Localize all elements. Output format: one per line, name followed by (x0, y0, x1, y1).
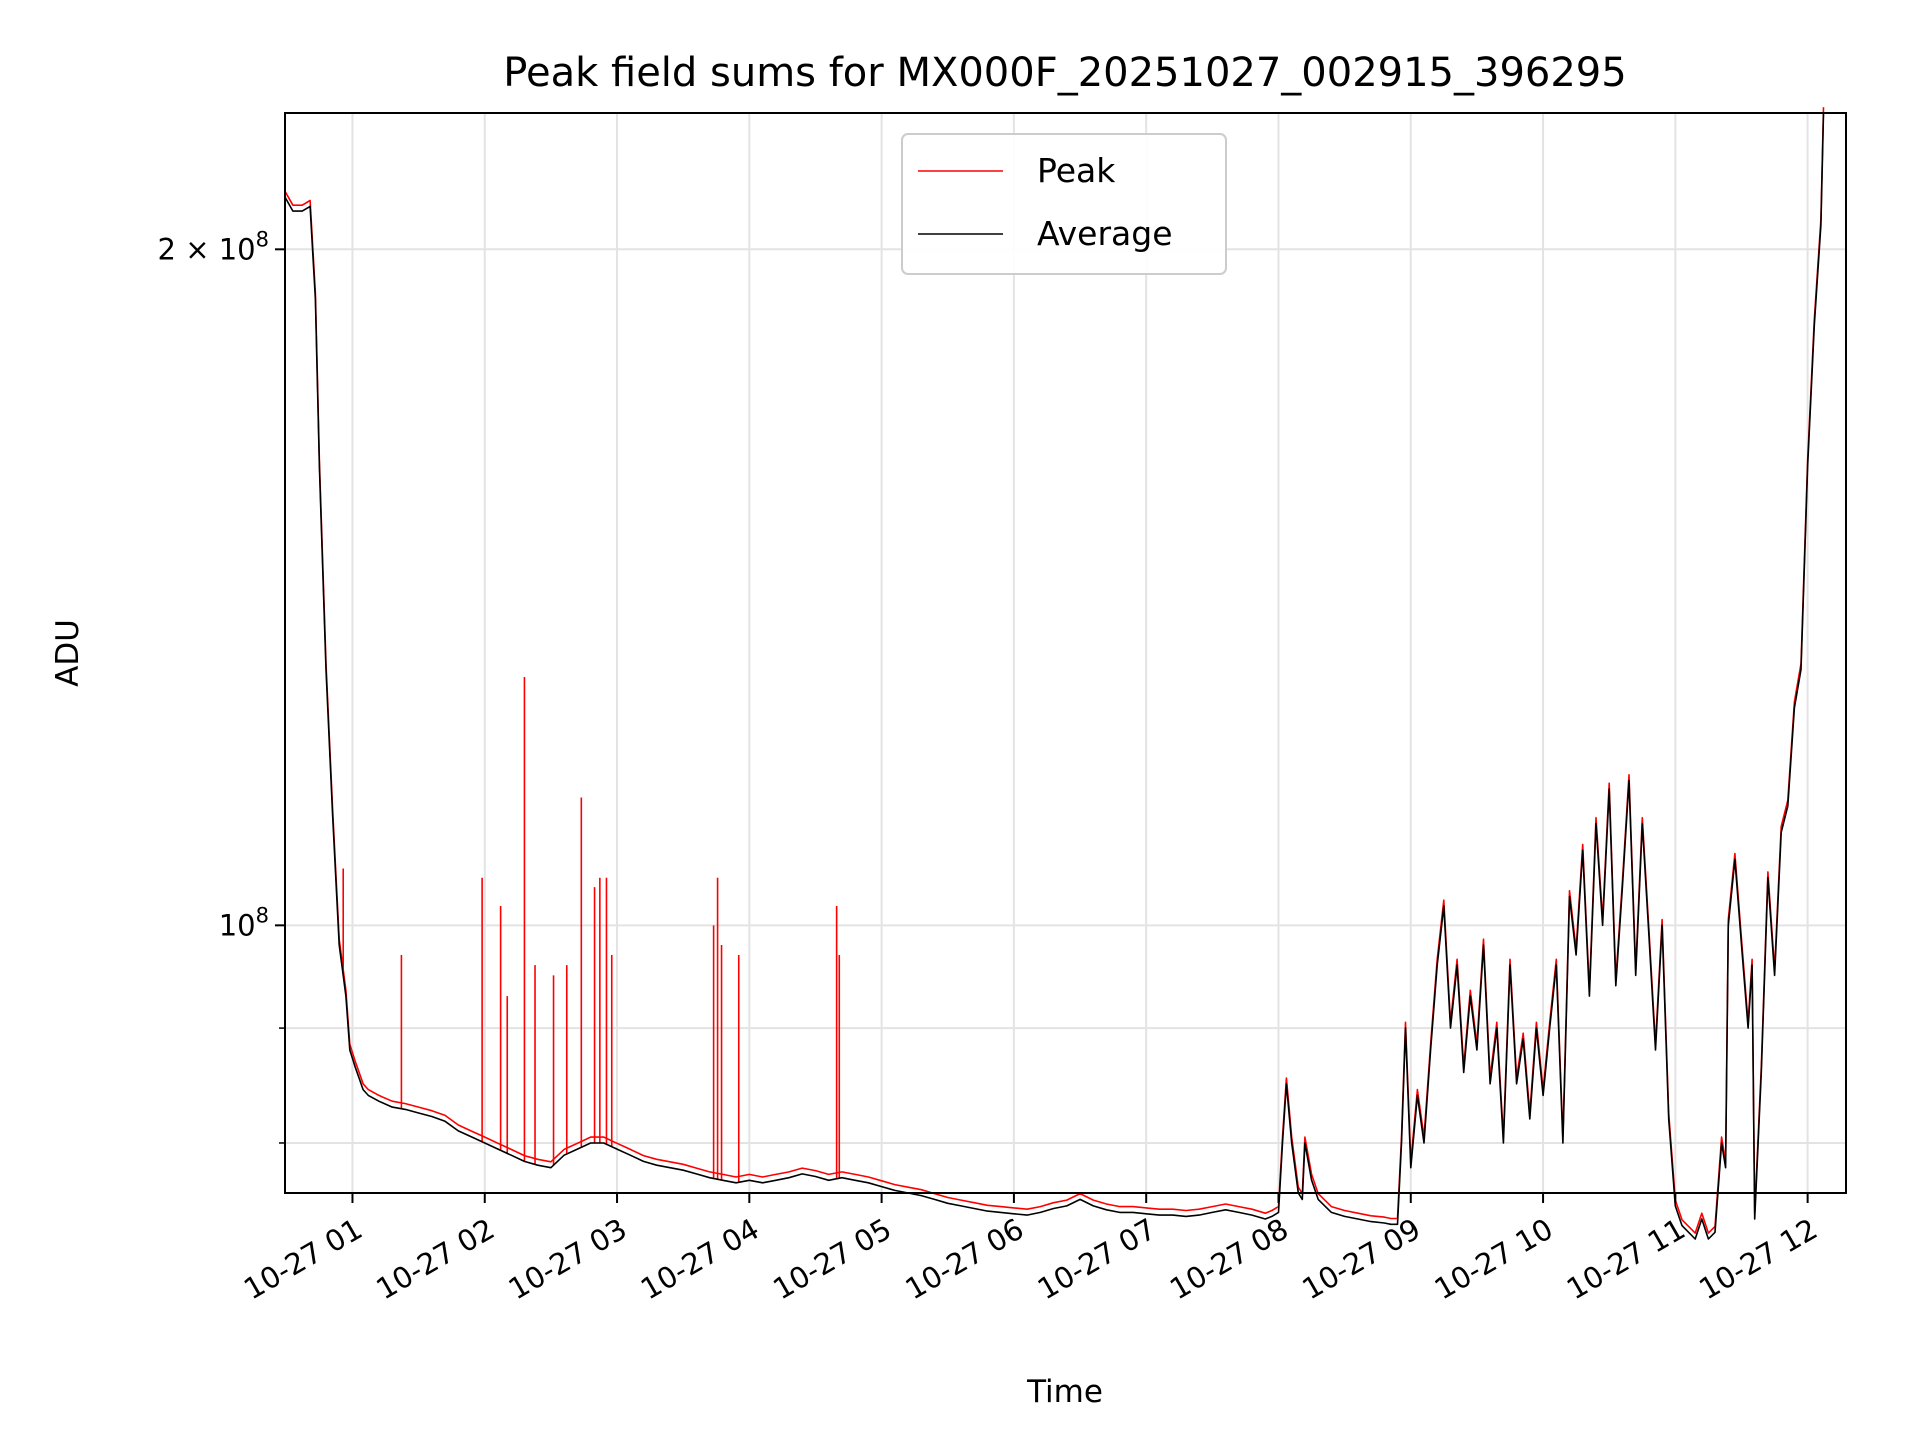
y-tick-label: 2 × 108 (158, 227, 269, 266)
y-tick-label-exponent: 8 (256, 227, 269, 251)
average-line (284, 112, 1825, 1240)
average-series (284, 112, 1825, 1240)
legend-average-label: Average (1037, 214, 1173, 253)
y-tick-label: 108 (219, 903, 269, 942)
y-tick-label-base: 10 (219, 908, 256, 942)
y-tick-label-exponent: 8 (256, 903, 269, 927)
legend: Peak Average (901, 133, 1227, 275)
peak-series (284, 107, 1825, 1234)
x-axis-title: Time (1026, 1374, 1103, 1410)
legend-box (901, 133, 1227, 275)
chart-title: Peak field sums for MX000F_20251027_0029… (503, 50, 1626, 96)
y-tick-label-base: 2 × 10 (158, 232, 256, 266)
y-axis-title: ADU (50, 619, 86, 687)
legend-peak-label: Peak (1037, 151, 1116, 190)
plot-frame (284, 112, 1847, 1194)
